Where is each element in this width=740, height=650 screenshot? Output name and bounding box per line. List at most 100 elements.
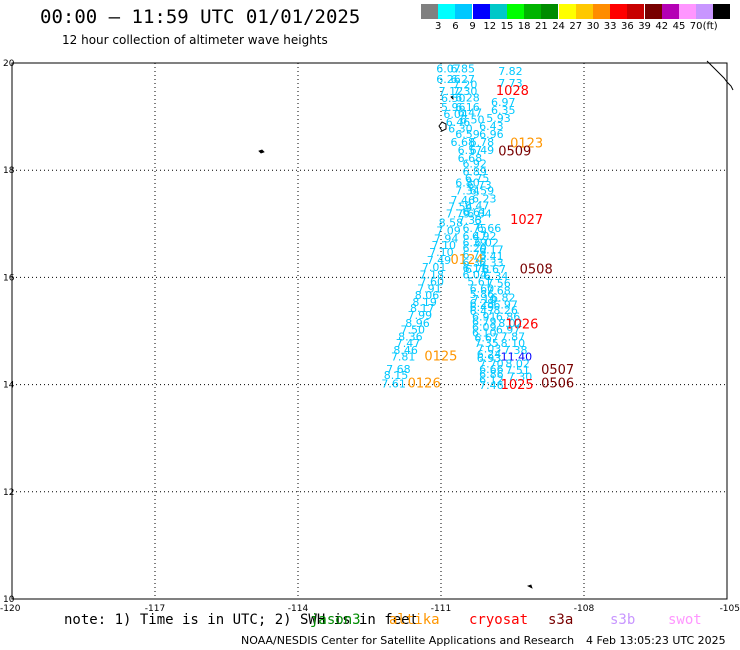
satellite-legend-item: s3a xyxy=(548,612,574,628)
wave-height-label: 7.61 xyxy=(381,377,406,390)
color-swatch xyxy=(524,4,542,19)
color-swatch xyxy=(489,4,507,19)
coastline xyxy=(258,60,734,589)
wave-height-label: 7.81 xyxy=(391,350,416,363)
wave-height-label: 6.10 xyxy=(472,326,497,339)
wave-height-label: 6.50 xyxy=(460,114,485,127)
wave-height-label: 6.47 xyxy=(470,305,495,318)
pass-time-label: 1027 xyxy=(510,213,543,228)
wave-height-label: 7.91 xyxy=(417,282,442,295)
wave-height-label: 7.49 xyxy=(427,254,452,267)
color-legend-label: 15 xyxy=(500,21,514,32)
wave-height-label: 6.47 xyxy=(465,199,490,212)
color-swatch xyxy=(661,4,679,19)
wave-height-label: 7.18 xyxy=(420,268,445,281)
wave-height-label: 6.39 xyxy=(462,236,487,249)
wave-height-label: 6.34 xyxy=(484,270,509,283)
color-swatch xyxy=(541,4,559,19)
wave-height-label: 6.02 xyxy=(474,236,499,249)
pass-time-label: 0125 xyxy=(424,349,457,364)
wave-height-label: 6.47 xyxy=(462,230,487,243)
wave-height-label: 7.47 xyxy=(396,337,421,350)
island-outline xyxy=(258,149,265,154)
wave-height-label: 7.33 xyxy=(458,214,483,227)
pass-time-label: 0507 xyxy=(541,363,574,378)
color-swatch xyxy=(575,4,593,19)
wave-height-label: 6.80 xyxy=(455,176,480,189)
color-legend-label: 21 xyxy=(535,21,548,32)
satellite-legend-item: cryosat xyxy=(469,612,529,628)
wave-height-label: 6.85 xyxy=(451,63,476,76)
wave-height-label: 6.12 xyxy=(479,374,504,387)
pass-time-label: 1028 xyxy=(496,84,529,99)
wave-height-label: 6.75 xyxy=(462,222,487,235)
wave-height-label: 6.96 xyxy=(479,128,504,141)
page-subtitle: 12 hour collection of altimeter wave hei… xyxy=(62,33,328,47)
wave-height-label: 8.06 xyxy=(415,289,440,302)
y-tick-label: 20 xyxy=(3,59,15,69)
wave-height-label: 7.20 xyxy=(453,79,478,92)
color-swatch xyxy=(679,4,696,19)
y-tick-label: 16 xyxy=(3,273,15,283)
wave-height-label: 6.97 xyxy=(493,298,518,311)
wave-height-label: 6.78 xyxy=(465,263,490,276)
page-title: 00:00 — 11:59 UTC 01/01/2025 xyxy=(40,6,361,28)
color-swatch xyxy=(421,4,438,19)
color-legend-label: 27 xyxy=(569,21,583,32)
axis-tick-labels: -120 -117 -114 -111 -108 -105 10 12 14 16 18 20 xyxy=(0,59,740,614)
color-swatch xyxy=(627,4,645,19)
color-swatch xyxy=(644,4,662,19)
wave-height-label: 7.34 xyxy=(455,184,480,197)
wave-height-label: 7.51 xyxy=(505,364,529,377)
wave-height-label: 7.82 xyxy=(498,65,523,78)
wave-height-label: 7.54 xyxy=(448,200,473,213)
wave-height-label: 6.33 xyxy=(479,257,504,270)
y-tick-label: 14 xyxy=(3,381,15,391)
wave-height-label: 7.56 xyxy=(486,277,511,290)
wave-height-label: 7.30 xyxy=(508,370,533,383)
x-tick-label: -117 xyxy=(145,604,165,614)
wave-height-label: 6.86 xyxy=(479,368,504,381)
wave-height-label: 7.87 xyxy=(501,331,526,344)
footer-note: note: 1) Time is in UTC; 2) SWH is in fe… xyxy=(64,612,419,628)
color-legend-label: (ft) xyxy=(702,21,718,32)
wave-height-label: 6.47 xyxy=(458,107,483,120)
wave-height-label: 6.35 xyxy=(491,104,516,117)
wave-height-label: 6.75 xyxy=(465,172,490,185)
wave-height-label: 8.02 xyxy=(498,317,523,330)
color-swatch xyxy=(713,4,731,19)
pass-time-label: 0509 xyxy=(498,145,531,160)
wave-height-label: 7.70 xyxy=(479,357,504,370)
wave-height-label: 6.66 xyxy=(479,363,504,376)
color-swatch xyxy=(455,4,473,19)
wave-height-label: 7.46 xyxy=(451,194,476,207)
wave-height-label: 6.93 xyxy=(477,352,502,365)
wave-height-label: 7.50 xyxy=(400,324,425,337)
wave-height-label: 6.16 xyxy=(455,101,480,114)
wave-height-label: 6.73 xyxy=(462,249,487,262)
wave-height-label: 6.04 xyxy=(443,108,468,121)
grid-lines xyxy=(12,63,727,599)
color-legend-label: 30 xyxy=(586,21,600,32)
wave-height-label: 6.59 xyxy=(455,128,480,141)
wave-height-label: 6.78 xyxy=(470,136,495,149)
color-legend-label: 70 xyxy=(689,21,703,32)
wave-height-label: 6.26 xyxy=(436,73,461,86)
wave-height-label: 6.28 xyxy=(455,92,480,105)
wave-height-labels: 6.076.85 7.826.266.27 7.737.207.127.30 1028… xyxy=(381,63,574,393)
wave-height-label: 6.07 xyxy=(436,63,461,76)
color-legend-label: 18 xyxy=(517,21,531,32)
x-tick-label: -120 xyxy=(0,604,21,614)
wave-height-label: 6.04 xyxy=(462,268,487,281)
satellite-legend-item: swot xyxy=(668,612,702,628)
pass-time-label: 1025 xyxy=(501,378,534,393)
y-tick-label: 12 xyxy=(3,488,14,498)
wave-height-label: 6.24 xyxy=(477,348,502,361)
island-outline xyxy=(438,121,447,132)
wave-height-label: 6.09 xyxy=(472,321,497,334)
wave-height-label: 8.15 xyxy=(384,369,409,382)
wave-height-label: 6.27 xyxy=(451,73,476,86)
wave-height-label: 6.89 xyxy=(462,166,487,179)
color-legend-label: 39 xyxy=(638,21,651,32)
